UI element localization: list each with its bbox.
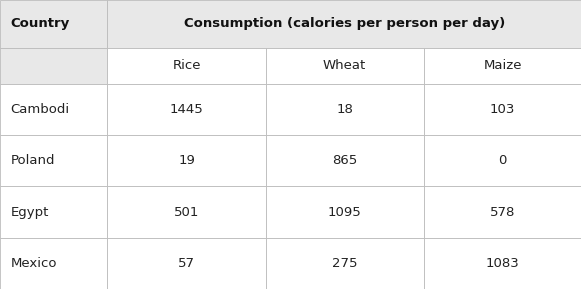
Text: 1445: 1445 [170,103,203,116]
Bar [266,135,424,186]
Bar [107,84,266,135]
Text: 501: 501 [174,205,199,218]
Bar [107,135,266,186]
Bar [107,238,266,289]
Bar [0,186,107,238]
Bar [266,48,424,84]
Bar [107,48,266,84]
Text: Egypt: Egypt [10,205,49,218]
Bar [0,48,107,84]
Bar [424,186,581,238]
Text: 18: 18 [336,103,353,116]
Text: Wheat: Wheat [323,59,366,72]
Bar [0,84,107,135]
Text: 865: 865 [332,154,357,167]
Bar [424,135,581,186]
Bar [266,186,424,238]
Bar [424,84,581,135]
Text: Mexico: Mexico [10,257,57,270]
Text: Country: Country [10,17,70,30]
Text: 0: 0 [498,154,507,167]
Text: 1095: 1095 [328,205,361,218]
Bar [0,238,107,289]
Text: Rice: Rice [172,59,201,72]
Bar [107,0,581,48]
Text: Maize: Maize [483,59,522,72]
Bar [107,186,266,238]
Text: Poland: Poland [10,154,55,167]
Text: 57: 57 [178,257,195,270]
Text: 578: 578 [490,205,515,218]
Text: 1083: 1083 [486,257,519,270]
Text: 103: 103 [490,103,515,116]
Bar [424,238,581,289]
Bar [266,84,424,135]
Text: Consumption (calories per person per day): Consumption (calories per person per day… [184,17,505,30]
Bar [0,135,107,186]
Bar [0,0,107,48]
Text: 275: 275 [332,257,357,270]
Text: Cambodi: Cambodi [10,103,70,116]
Bar [424,48,581,84]
Text: 19: 19 [178,154,195,167]
Bar [266,238,424,289]
